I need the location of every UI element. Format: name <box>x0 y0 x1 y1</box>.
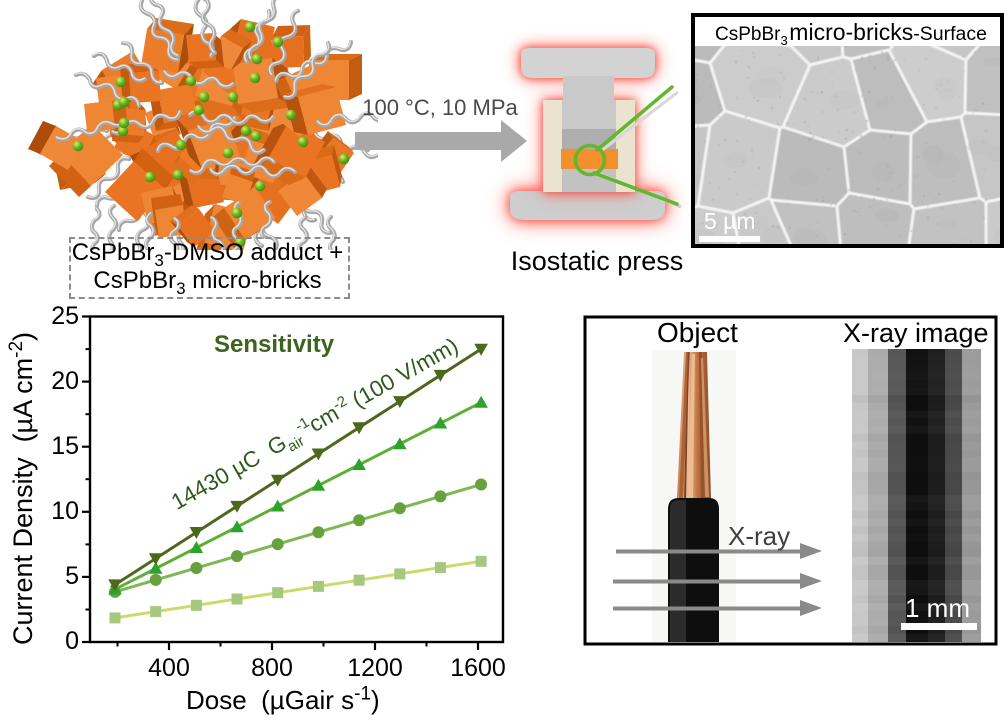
svg-text:1 mm: 1 mm <box>905 593 970 623</box>
svg-text:X-ray: X-ray <box>728 521 790 551</box>
svg-text:5 µm: 5 µm <box>704 208 756 234</box>
